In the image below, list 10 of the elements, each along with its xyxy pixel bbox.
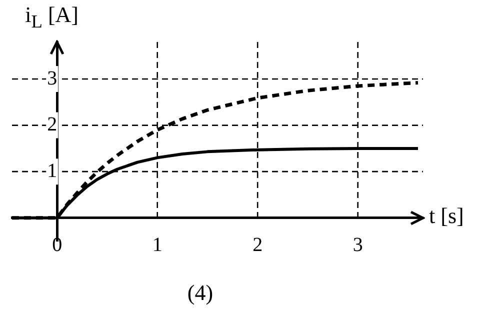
y-tick-label: 3 <box>47 67 58 90</box>
y-tick-label: 1 <box>47 160 58 182</box>
x-tick-label: 2 <box>252 234 263 256</box>
y-tick-label: 2 <box>47 114 58 136</box>
y-axis-title: i$_{L}$ [A] <box>25 2 78 32</box>
x-tick-label: 1 <box>152 234 162 256</box>
x-tick-label: 3 <box>352 234 363 256</box>
text: (4) <box>187 280 214 306</box>
x-axis-title: t [s] <box>429 202 464 229</box>
x-tick-label: 0 <box>52 234 62 256</box>
